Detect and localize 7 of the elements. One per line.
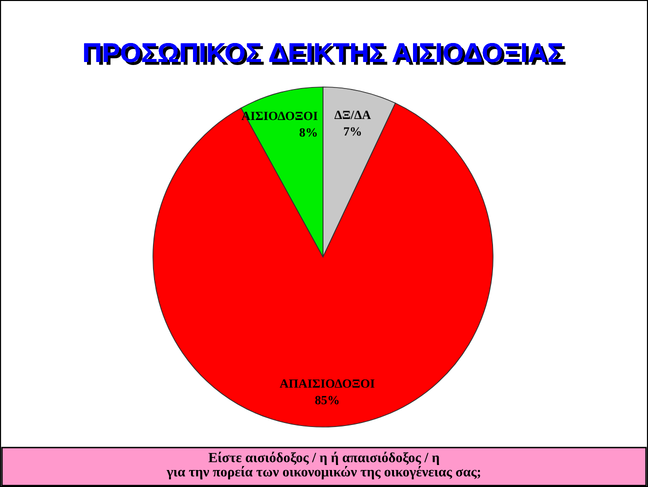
chart-title: ΠΡΟΣΩΠΙΚΟΣ ΔΕΙΚΤΗΣ ΑΙΣΙΟΔΟΞΙΑΣ [84,43,566,66]
slice-label: ΔΞ/ΔΑ [334,110,371,120]
text: Είστε αισιόδοξος / η ή απαισιόδοξος / η για την πορεία των οικονομικών της οικογένειας σας; [166,452,480,480]
slice-label: ΑΠΑΙΣΙΟΔΟΞΟΙ [280,379,374,388]
data-label: 8% [300,128,317,137]
data-label: 7% [344,127,361,136]
data-label: 85% [315,396,339,404]
